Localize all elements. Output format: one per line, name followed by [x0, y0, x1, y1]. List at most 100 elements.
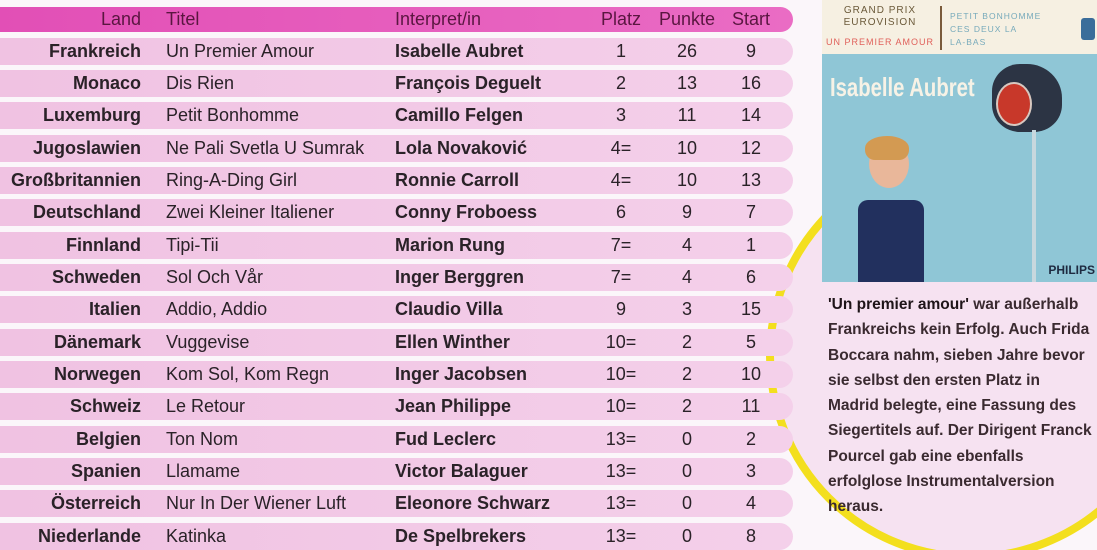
cell-interpret: Jean Philippe	[395, 396, 512, 417]
cell-titel: Vuggevise	[166, 331, 250, 352]
cover-grand-prix: GRAND PRIX EUROVISION	[830, 5, 930, 29]
table-row: Norwegen Kom Sol, Kom Regn Inger Jacobsen 1…	[0, 361, 793, 388]
cell-platz: 13=	[605, 428, 637, 449]
cell-punkte: 26	[676, 40, 698, 61]
cover-track: LA-BAS	[950, 37, 987, 47]
spotlight-lens	[996, 82, 1032, 126]
cell-titel: Un Premier Amour	[166, 40, 315, 61]
cell-start: 2	[745, 428, 756, 449]
cell-platz: 2	[615, 72, 626, 93]
singer-dress	[858, 200, 924, 282]
cell-punkte: 2	[681, 331, 692, 352]
cell-land: Italien	[88, 299, 141, 320]
cell-titel: Zwei Kleiner Italiener	[166, 202, 335, 223]
cell-start: 14	[740, 105, 762, 126]
cell-platz: 6	[615, 202, 626, 223]
cell-land: Spanien	[70, 461, 141, 482]
cell-platz: 9	[615, 299, 626, 320]
cover-artist: Isabelle Aubret	[830, 72, 975, 102]
table-row: Dänemark Vuggevise Ellen Winther 10= 2 5	[0, 328, 793, 356]
cell-interpret: Lola Novaković	[395, 137, 528, 158]
photo-caption: 'Un premier amour' war au­ßerhalb Frankr…	[828, 292, 1092, 520]
cell-start: 5	[745, 331, 756, 352]
cell-land: Schweden	[51, 266, 141, 287]
cell-titel: Petit Bonhomme	[166, 105, 300, 126]
cell-land: Monaco	[72, 72, 141, 93]
cell-platz: 7=	[610, 234, 632, 255]
cell-interpret: François Deguelt	[395, 72, 542, 93]
cell-interpret: Fud Leclerc	[395, 428, 497, 449]
cell-start: 7	[745, 202, 756, 223]
cell-titel: Dis Rien	[166, 72, 235, 93]
cell-interpret: Marion Rung	[395, 234, 505, 255]
cell-platz: 10=	[605, 364, 637, 384]
cell-punkte: 0	[681, 461, 692, 482]
cell-land: Deutschland	[32, 202, 141, 223]
cell-punkte: 2	[681, 396, 692, 417]
spotlight-stand	[1032, 130, 1036, 282]
cell-punkte: 0	[681, 428, 692, 449]
cell-punkte: 0	[681, 525, 692, 546]
table-row: Niederlande Katinka De Spelbrekers 13= 0 8	[0, 522, 793, 550]
cell-start: 1	[745, 234, 756, 255]
cell-punkte: 10	[676, 137, 698, 158]
cell-land: Norwegen	[53, 364, 141, 384]
caption-text: war au­ßerhalb Frankreichs kein Erfolg. …	[828, 296, 1092, 516]
cell-platz: 3	[615, 105, 626, 126]
cell-punkte: 4	[681, 266, 692, 287]
cell-start: 11	[741, 396, 761, 417]
table-row: Belgien Ton Nom Fud Leclerc 13= 0 2	[0, 425, 793, 453]
cell-start: 8	[745, 525, 756, 546]
cover-title: UN PREMIER AMOUR	[826, 37, 935, 47]
cell-land: Schweiz	[69, 396, 141, 417]
header-start: Start	[731, 9, 770, 29]
cell-land: Niederlande	[37, 525, 141, 546]
cell-platz: 13=	[605, 493, 637, 514]
cell-platz: 1	[615, 40, 626, 61]
cell-platz: 7=	[610, 266, 632, 287]
table-row: Monaco Dis Rien François Deguelt 2 13 16	[0, 69, 793, 97]
cell-punkte: 2	[681, 364, 692, 384]
cell-titel: Le Retour	[166, 396, 246, 417]
cell-start: 9	[745, 40, 756, 61]
table-row: Schweden Sol Och Vår Inger Berggren 7= 4 6	[0, 263, 793, 291]
cell-land: Belgien	[75, 428, 141, 449]
cell-start: 3	[745, 461, 756, 482]
cell-punkte: 4	[681, 234, 692, 255]
cell-interpret: Isabelle Aubret	[395, 40, 524, 61]
cell-titel: Addio, Addio	[166, 299, 268, 320]
caption-bold: 'Un premier amour'	[828, 296, 969, 313]
table-row: Schweiz Le Retour Jean Philippe 10= 2 11	[0, 393, 793, 421]
table-row: Frankreich Un Premier Amour Isabelle Aubre…	[0, 37, 793, 65]
cell-land: Dänemark	[53, 331, 141, 352]
cell-titel: Nur In Der Wiener Luft	[166, 493, 347, 514]
cell-interpret: Victor Balaguer	[395, 461, 528, 482]
table-row: Jugoslawien Ne Pali Svetla U Sumrak Lola N…	[0, 134, 793, 162]
table-header: Land Titel Interpret/in Platz Punkte Sta…	[0, 7, 793, 32]
header-punkte: Punkte	[658, 9, 716, 29]
cell-start: 16	[740, 72, 762, 93]
cover-tracks: PETIT BONHOMME CES DEUX LA LA-BAS	[950, 10, 1041, 49]
cell-titel: Ne Pali Svetla U Sumrak	[166, 137, 365, 158]
cell-titel: Tipi-Tii	[166, 234, 219, 255]
cell-titel: Kom Sol, Kom Regn	[166, 364, 330, 384]
cell-interpret: Inger Jacobsen	[395, 364, 528, 384]
cell-start: 10	[740, 364, 762, 384]
cell-titel: Katinka	[166, 525, 227, 546]
cell-platz: 10=	[605, 331, 637, 352]
cell-land: Jugoslawien	[32, 137, 141, 158]
cell-platz: 4=	[610, 169, 632, 190]
cell-platz: 13=	[605, 525, 637, 546]
cell-interpret: Conny Froboess	[395, 202, 538, 223]
cell-land: Österreich	[50, 493, 141, 514]
cell-platz: 4=	[610, 137, 632, 158]
header-interpret: Interpret/in	[395, 9, 482, 29]
cell-punkte: 13	[676, 72, 698, 93]
cell-titel: Ton Nom	[166, 428, 239, 449]
cell-interpret: Eleonore Schwarz	[395, 493, 551, 514]
cell-start: 6	[745, 266, 756, 287]
cell-interpret: De Spelbrekers	[395, 525, 527, 546]
cell-land: Finnland	[66, 234, 141, 255]
cell-platz: 10=	[605, 396, 637, 417]
table-row: Luxemburg Petit Bonhomme Camillo Felgen 3 11…	[0, 102, 793, 130]
